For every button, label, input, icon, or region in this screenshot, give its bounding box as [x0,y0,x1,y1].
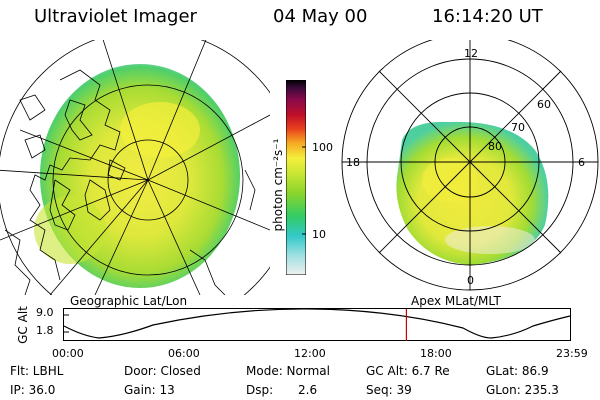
xtick-2359: 23:59 [556,347,588,360]
seq-readout: Seq: 39 [366,383,412,397]
mlt-label-12: 12 [464,47,478,60]
coastlines [4,69,256,295]
colorbar-tick-10: 10 [312,228,326,241]
xtick-1200: 12:00 [294,347,326,360]
lat-label-60: 60 [537,98,551,111]
ip-readout: IP: 36.0 [10,383,56,397]
polar-plot [341,40,599,291]
mag-caption: Apex MLat/MLT [411,294,501,308]
altitude-ytick-high: 9.0 [36,306,54,319]
xtick-1800: 18:00 [420,347,452,360]
altitude-ylabel: GC Alt [16,306,30,344]
dsp-label: Dsp: [246,383,274,397]
colorbar-tick-100: 100 [312,141,333,154]
mode-readout: Mode: Normal [246,364,330,378]
date-readout: 04 May 00 [273,6,368,27]
xtick-0000: 00:00 [52,347,84,360]
altitude-curve [63,308,571,339]
mlt-label-0: 0 [467,274,474,287]
geographic-map [0,40,270,295]
altitude-ytick-low: 1.8 [36,324,54,337]
filter-readout: Flt: LBHL [10,364,64,378]
colorbar-axis-label: photon cm⁻²s⁻¹ [271,138,285,232]
door-readout: Door: Closed [124,364,201,378]
mlt-label-6: 6 [578,156,585,169]
xtick-0600: 06:00 [168,347,200,360]
gain-readout: Gain: 13 [124,383,175,397]
app-title: Ultraviolet Imager [34,6,197,27]
glat-readout: GLat: 86.9 [486,364,549,378]
colorbar [286,80,306,275]
glon-readout: GLon: 235.3 [486,383,559,397]
time-readout: 16:14:20 UT [432,6,543,27]
geo-caption: Geographic Lat/Lon [70,294,188,308]
lat-label-80: 80 [488,140,502,153]
lat-label-70: 70 [511,121,525,134]
dsp-value: 2.6 [298,383,318,397]
mlt-label-18: 18 [346,156,360,169]
altitude-plot [63,308,571,341]
gc-alt-readout: GC Alt: 6.7 Re [366,364,450,378]
